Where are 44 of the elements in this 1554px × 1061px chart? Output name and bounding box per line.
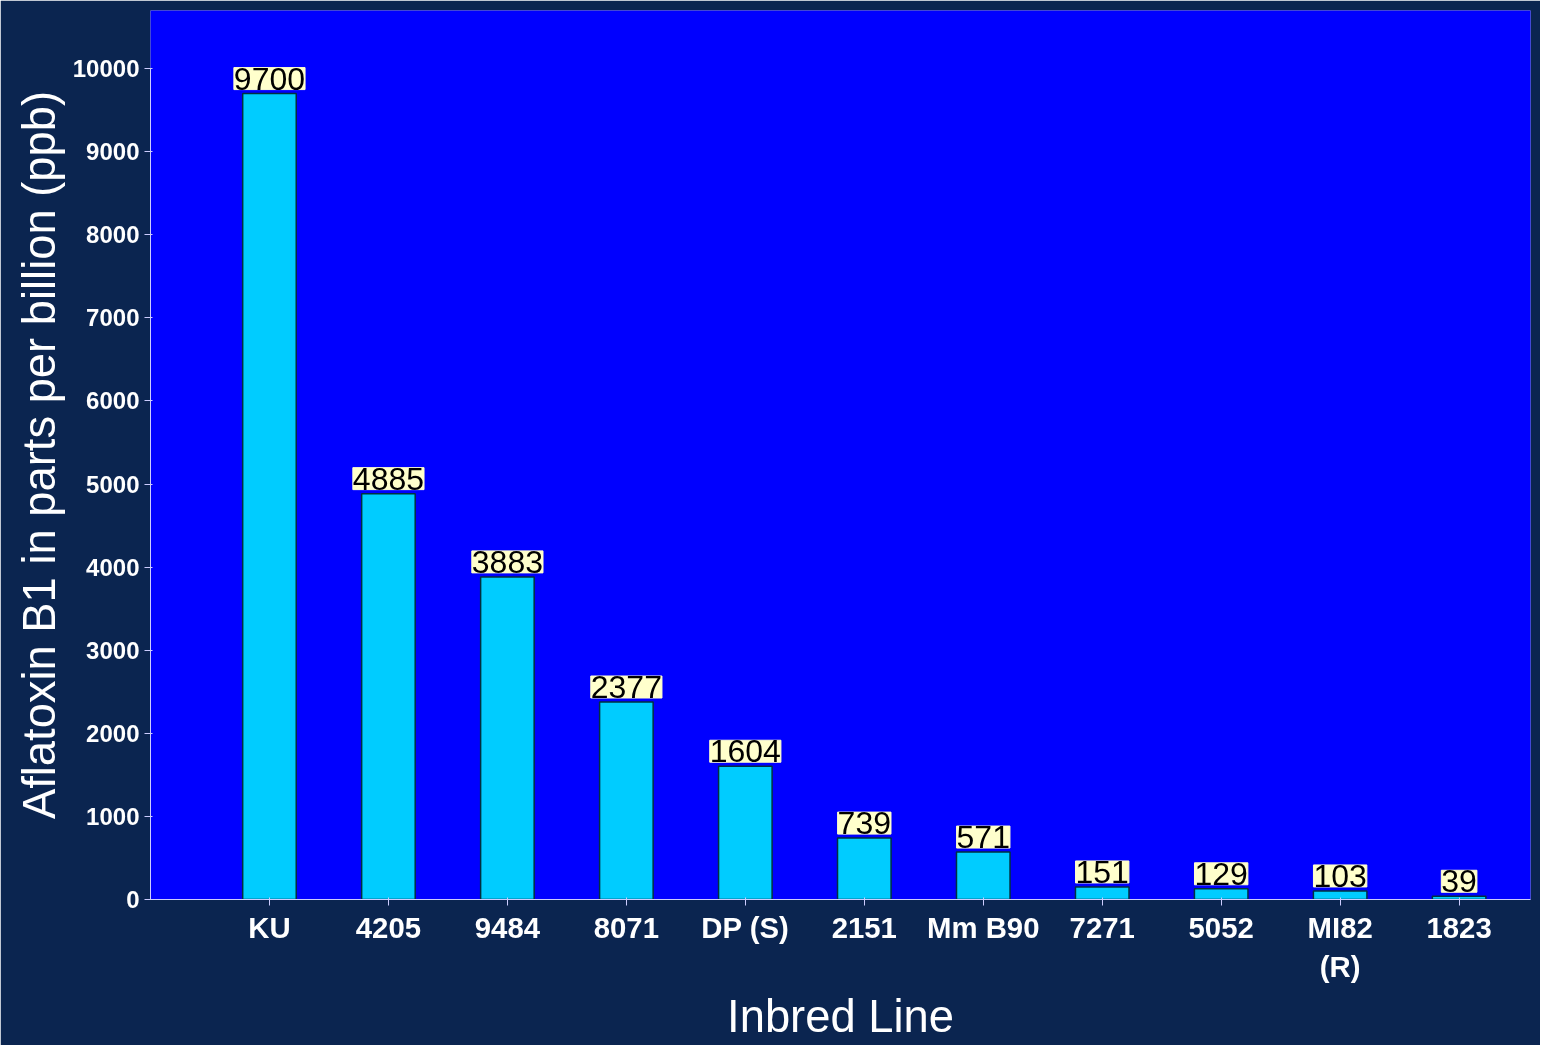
y-tick-label: 10000 <box>72 55 140 83</box>
y-tick-label: 0 <box>126 886 140 913</box>
y-tick-label: 1000 <box>86 802 140 830</box>
y-tick-label: 2000 <box>86 719 140 747</box>
data-label: 103 <box>1313 857 1367 894</box>
bar <box>598 701 654 900</box>
bar <box>241 92 297 900</box>
y-tick-label: 6000 <box>86 387 140 415</box>
data-label: 9700 <box>233 60 306 97</box>
x-tick-label: MI82 (R) <box>1307 910 1373 984</box>
bar <box>479 576 535 900</box>
data-label: 1604 <box>709 733 781 770</box>
y-tick-label: 3000 <box>86 636 140 664</box>
bar <box>955 851 1011 900</box>
x-tick-label: 4205 <box>355 910 422 944</box>
bar <box>717 765 773 900</box>
y-tick-label: 5000 <box>86 470 140 498</box>
data-label: 151 <box>1075 853 1129 890</box>
x-tick-label: 2151 <box>831 910 897 944</box>
y-tick-label: 9000 <box>86 138 140 166</box>
x-tick-label: 7271 <box>1069 910 1135 944</box>
x-tick-label: KU <box>248 910 291 944</box>
bar <box>1074 886 1130 900</box>
data-label: 739 <box>837 805 891 842</box>
y-tick-label: 4000 <box>86 553 140 581</box>
data-label: 39 <box>1441 863 1477 900</box>
x-tick-label: 8071 <box>593 910 659 944</box>
data-label: 4885 <box>352 460 425 497</box>
data-label: 129 <box>1194 855 1248 892</box>
x-tick-label: 5052 <box>1188 910 1254 944</box>
data-label: 3883 <box>471 543 543 580</box>
bar <box>1193 888 1249 900</box>
x-tick-label: DP (S) <box>701 910 789 944</box>
bar <box>360 492 416 900</box>
y-tick-label: 8000 <box>86 221 140 249</box>
data-label: 2377 <box>590 669 662 706</box>
x-tick-label: 9484 <box>474 910 541 944</box>
x-axis-title: Inbred Line <box>727 991 954 1043</box>
y-axis-title: Aflatoxin B1 in parts per billion (ppb) <box>13 90 65 820</box>
x-tick-label: 1823 <box>1426 910 1492 944</box>
bar <box>836 837 892 900</box>
data-label: 571 <box>956 819 1010 856</box>
x-tick-label: Mm B90 <box>927 910 1040 944</box>
y-tick-label: 7000 <box>86 304 140 332</box>
